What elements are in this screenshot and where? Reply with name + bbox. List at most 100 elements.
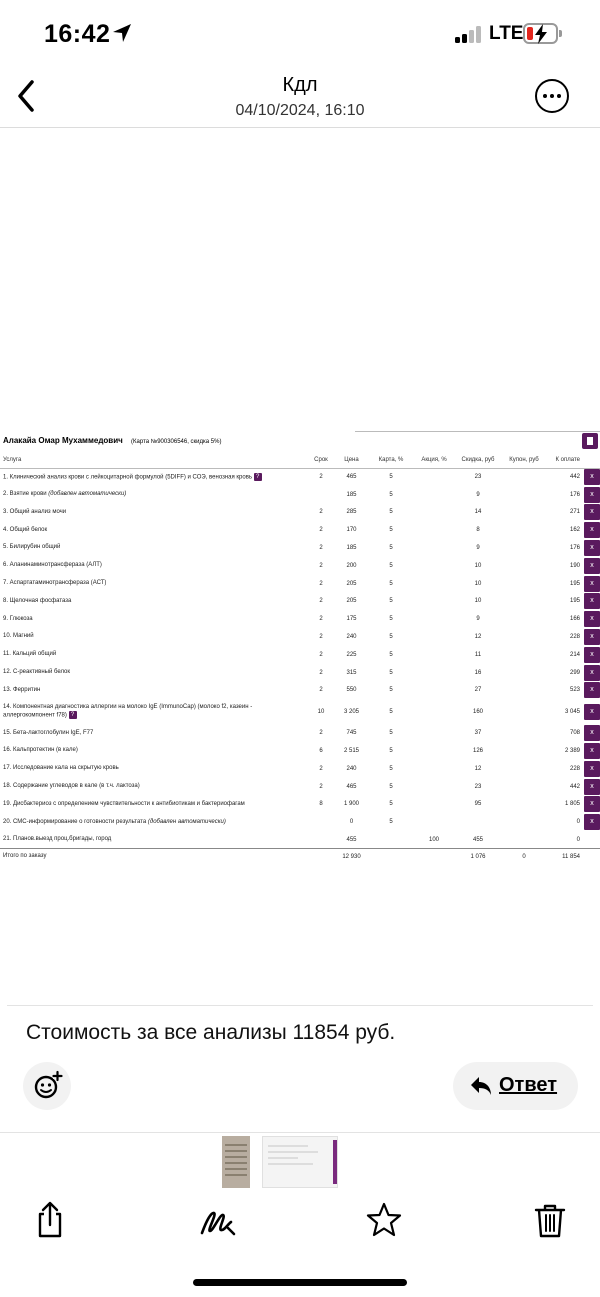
reply-button[interactable]: Ответ xyxy=(453,1062,578,1110)
share-icon[interactable] xyxy=(30,1200,70,1240)
conversation-date: 04/10/2024, 16:10 xyxy=(235,102,365,119)
remove-service-button[interactable]: x xyxy=(584,725,600,742)
cell-promo xyxy=(415,486,453,504)
cell-pay: 3 045 xyxy=(564,708,580,715)
remove-service-button[interactable]: x xyxy=(584,593,600,610)
cell-card: 5 xyxy=(389,562,393,569)
cell-pay: 523 xyxy=(569,687,580,694)
cell-discount: 12 xyxy=(474,765,482,772)
table-row: 5. Билирубин общий 2 185 5 9 176 x xyxy=(0,539,600,557)
cell-pay: 299 xyxy=(569,669,580,676)
remove-service-button[interactable]: x xyxy=(584,486,600,503)
markup-pen-icon[interactable] xyxy=(198,1200,238,1240)
cell-promo xyxy=(415,593,453,611)
cell-pay: 2 389 xyxy=(564,748,580,755)
remove-service-button[interactable]: x xyxy=(584,629,600,646)
remove-service-button[interactable]: x xyxy=(584,760,600,777)
patient-name: Алакайа Омар Мухаммедович xyxy=(3,436,123,445)
cell-promo xyxy=(415,521,453,539)
status-bar: 16:42 LTE xyxy=(0,0,600,66)
attachment-thumbnail[interactable] xyxy=(262,1136,338,1188)
cell-price: 240 xyxy=(346,634,357,641)
remove-service-button[interactable]: x xyxy=(584,522,600,539)
cell-pay: 162 xyxy=(569,527,580,534)
cell-price: 550 xyxy=(346,687,357,694)
cell-promo xyxy=(415,468,453,486)
service-name-text: 14. Компонентная диагностика аллергии на… xyxy=(3,703,253,719)
cell-term xyxy=(306,813,336,831)
attachment-thumbnail[interactable] xyxy=(222,1136,250,1188)
service-name: 8. Щелочная фосфатаза xyxy=(0,593,306,611)
service-name: 16. Кальпротектин (в кале) xyxy=(0,742,306,760)
table-row: 12. С-реактивный белок 2 315 5 16 299 x xyxy=(0,664,600,682)
service-name-text: 4. Общий белок xyxy=(3,526,48,533)
service-name-text: 15. Бета-лактоглобулин IgE, F77 xyxy=(3,729,94,736)
cell-price: 200 xyxy=(346,562,357,569)
service-name-text: 16. Кальпротектин (в кале) xyxy=(3,747,78,754)
cell-promo xyxy=(415,557,453,575)
cell-card: 5 xyxy=(389,634,393,641)
info-icon[interactable]: ? xyxy=(68,711,77,720)
remove-service-button[interactable]: x xyxy=(584,703,600,720)
trash-icon[interactable] xyxy=(530,1200,570,1240)
cell-card: 5 xyxy=(389,527,393,534)
service-name-text: 13. Ферритин xyxy=(3,686,41,693)
cell-pay: 214 xyxy=(569,651,580,658)
add-reaction-button[interactable] xyxy=(23,1062,71,1110)
cell-card: 5 xyxy=(389,474,393,481)
table-row: 20. СМС-информирование о готовности резу… xyxy=(0,813,600,831)
cell-price: 2 515 xyxy=(343,748,359,755)
service-name: 12. С-реактивный белок xyxy=(0,664,306,682)
remove-service-button[interactable]: x xyxy=(584,664,600,681)
more-options-icon[interactable] xyxy=(535,79,569,113)
cell-card xyxy=(367,831,415,849)
cell-coupon xyxy=(503,742,545,760)
smiley-plus-icon xyxy=(34,1070,63,1099)
service-name: 19. Дисбактериоз с определением чувствит… xyxy=(0,796,306,814)
remove-service-button[interactable]: x xyxy=(584,814,600,831)
remove-service-button[interactable]: x xyxy=(584,778,600,795)
cell-card: 5 xyxy=(389,708,393,715)
cell-term: 2 xyxy=(319,598,323,605)
divider xyxy=(7,1005,593,1006)
table-row: 21. Планов.выезд проц.бригады, город 455 1… xyxy=(0,831,600,849)
cell-coupon xyxy=(503,539,545,557)
cell-price: 225 xyxy=(346,651,357,658)
service-name-text: 18. Содержание углеводов в кале (в т.ч. … xyxy=(3,782,140,789)
back-chevron-icon[interactable] xyxy=(14,78,44,114)
cell-coupon xyxy=(503,724,545,742)
remove-service-button[interactable]: x xyxy=(584,504,600,521)
attached-order-image[interactable]: Алакайа Омар Мухаммедович (Карта №900306… xyxy=(0,431,600,869)
cell-term: 6 xyxy=(319,748,323,755)
info-icon[interactable]: ? xyxy=(253,472,262,481)
cell-term: 2 xyxy=(319,580,323,587)
remove-service-button[interactable]: x xyxy=(584,575,600,592)
cell-pay: 271 xyxy=(569,509,580,516)
cell-price: 465 xyxy=(346,474,357,481)
remove-service-button[interactable]: x xyxy=(584,469,600,486)
cell-promo xyxy=(415,682,453,700)
cell-coupon xyxy=(503,610,545,628)
remove-service-button[interactable]: x xyxy=(584,611,600,628)
network-type: LTE xyxy=(489,23,524,44)
cell-discount: 10 xyxy=(474,598,482,605)
cell-promo xyxy=(415,628,453,646)
remove-service-button[interactable]: x xyxy=(584,682,600,699)
column-header: Акция, % xyxy=(415,453,453,469)
column-header: Цена xyxy=(336,453,367,469)
service-name: 6. Аланинаминотрансфераза (АЛТ) xyxy=(0,557,306,575)
cell-term: 2 xyxy=(319,509,323,516)
cell-term: 2 xyxy=(319,669,323,676)
service-name-text: 7. Аспартатаминотрансфераза (АСТ) xyxy=(3,579,107,586)
remove-service-button[interactable]: x xyxy=(584,796,600,813)
star-icon[interactable] xyxy=(364,1200,404,1240)
column-header: К оплате xyxy=(545,453,583,469)
service-name-text: 6. Аланинаминотрансфераза (АЛТ) xyxy=(3,562,102,569)
cell-discount: 37 xyxy=(474,730,482,737)
remove-service-button[interactable]: x xyxy=(584,743,600,760)
remove-service-button[interactable]: x xyxy=(584,557,600,574)
cell-price: 185 xyxy=(346,545,357,552)
remove-service-button[interactable]: x xyxy=(584,540,600,557)
cell-coupon xyxy=(503,778,545,796)
remove-service-button[interactable]: x xyxy=(584,646,600,663)
